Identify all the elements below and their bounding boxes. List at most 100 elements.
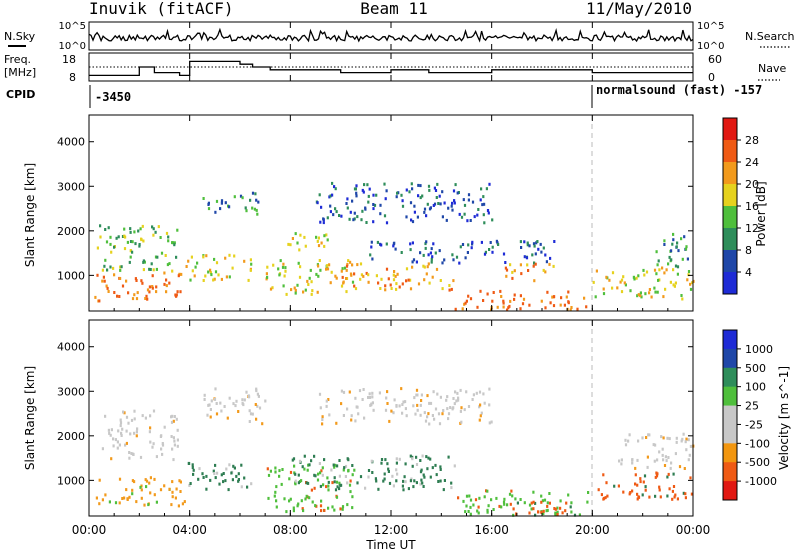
heatmap-cell — [320, 241, 323, 245]
heatmap-cell — [152, 442, 155, 446]
heatmap-cell — [617, 484, 620, 488]
heatmap-cell — [661, 453, 664, 457]
heatmap-cell — [171, 480, 174, 484]
heatmap-cell — [570, 501, 573, 505]
heatmap-cell — [373, 203, 377, 207]
heatmap-cell — [667, 262, 670, 266]
heatmap-cell — [347, 458, 350, 462]
heatmap-cell — [384, 458, 387, 462]
heatmap-cell — [400, 387, 403, 391]
heatmap-cell — [297, 261, 300, 265]
heatmap-cell — [109, 242, 112, 246]
heatmap-cell — [656, 458, 659, 462]
heatmap-cell — [160, 447, 163, 451]
heatmap-cell — [416, 215, 419, 219]
heatmap-cell — [110, 428, 113, 432]
heatmap-cell — [147, 503, 150, 507]
heatmap-cell — [119, 421, 123, 425]
heatmap-cell — [422, 485, 425, 488]
heatmap-cell — [165, 284, 168, 288]
heatmap-cell — [396, 472, 399, 476]
heatmap-cell — [354, 419, 357, 423]
heatmap-cell — [407, 278, 410, 282]
heatmap-cell — [371, 395, 374, 399]
heatmap-cell — [233, 466, 236, 470]
heatmap-cell — [128, 260, 131, 264]
heatmap-cell — [383, 477, 386, 481]
heatmap-cell — [149, 414, 152, 418]
heatmap-cell — [472, 503, 475, 507]
heatmap-cell — [434, 251, 437, 255]
heatmap-cell — [528, 303, 531, 307]
heatmap-cell — [392, 411, 395, 415]
heatmap-cell — [329, 281, 332, 285]
heatmap-cell — [664, 287, 667, 291]
heatmap-cell — [364, 206, 367, 210]
heatmap-cell — [140, 279, 143, 283]
heatmap-cell — [163, 425, 166, 429]
heatmap-cell — [420, 468, 423, 472]
nsky-series-line — [88, 27, 694, 43]
heatmap-cell — [346, 407, 349, 411]
colorbar-tick-label: 20 — [745, 178, 759, 191]
heatmap-cell — [153, 493, 156, 497]
heatmap-cell — [442, 409, 445, 412]
heatmap-cell — [507, 306, 510, 310]
heatmap-cell — [279, 259, 282, 263]
heatmap-cell — [505, 268, 509, 272]
heatmap-cell — [215, 199, 219, 203]
heatmap-cell — [129, 230, 132, 234]
heatmap-cell — [629, 289, 632, 293]
heatmap-cell — [542, 509, 545, 513]
heatmap-cell — [148, 267, 151, 271]
heatmap-cell — [213, 472, 216, 475]
heatmap-cell — [131, 488, 134, 492]
heatmap-cell — [583, 296, 586, 300]
heatmap-cell — [526, 243, 529, 247]
heatmap-cell — [548, 492, 551, 495]
heatmap-cell — [401, 403, 404, 406]
heatmap-cell — [606, 494, 609, 498]
heatmap-cell — [533, 279, 536, 283]
heatmap-cell — [388, 481, 392, 485]
heatmap-cell — [486, 510, 489, 514]
heatmap-cell — [401, 484, 404, 488]
heatmap-cell — [490, 420, 493, 424]
heatmap-cell — [469, 297, 473, 301]
heatmap-cell — [680, 294, 683, 297]
heatmap-cell — [350, 414, 353, 418]
heatmap-cell — [148, 290, 151, 294]
heatmap-cell — [130, 452, 133, 455]
heatmap-cell — [175, 255, 178, 259]
heatmap-cell — [672, 485, 676, 488]
velocity-yaxis-ticks: 1000 2000 3000 4000 — [57, 341, 693, 487]
heatmap-cell — [430, 260, 433, 264]
heatmap-cell — [313, 473, 316, 477]
heatmap-cell — [154, 230, 157, 234]
heatmap-cell — [203, 393, 206, 397]
heatmap-cell — [320, 205, 323, 209]
heatmap-cell — [685, 245, 688, 249]
heatmap-cell — [350, 273, 353, 277]
heatmap-cell — [611, 271, 615, 275]
heatmap-cell — [463, 203, 467, 207]
heatmap-cell — [635, 276, 638, 280]
heatmap-cell — [471, 240, 474, 244]
heatmap-cell — [433, 202, 437, 206]
heatmap-cell — [120, 434, 123, 437]
heatmap-cell — [351, 473, 354, 477]
heatmap-cell — [228, 275, 231, 279]
heatmap-cell — [173, 443, 176, 447]
heatmap-cell — [421, 454, 424, 458]
heatmap-cell — [368, 396, 372, 399]
heatmap-cell — [101, 447, 104, 451]
heatmap-cell — [667, 456, 670, 459]
heatmap-cell — [316, 478, 320, 482]
heatmap-cell — [345, 268, 348, 272]
colorbar-tick-label: 25 — [745, 400, 759, 413]
heatmap-cell — [509, 263, 512, 267]
heatmap-cell — [685, 437, 688, 441]
heatmap-cell — [533, 244, 536, 248]
heatmap-cell — [659, 495, 662, 499]
heatmap-cell — [105, 240, 109, 244]
